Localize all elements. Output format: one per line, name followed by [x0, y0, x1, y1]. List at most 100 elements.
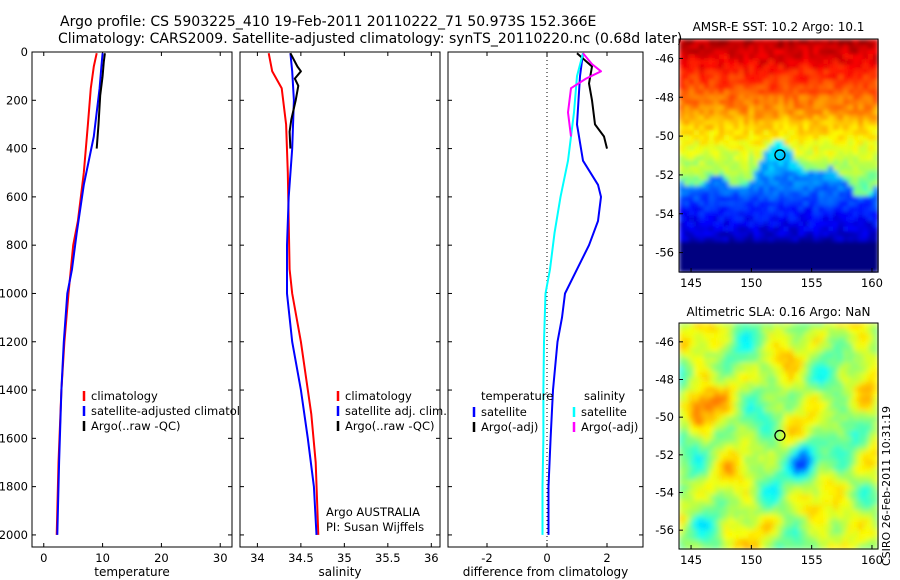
map-cell — [793, 155, 799, 162]
map-cell — [868, 337, 874, 344]
map-cell — [743, 411, 750, 417]
map-cell — [848, 416, 854, 422]
map-cell — [763, 140, 770, 146]
x-tick-label: 30 — [213, 551, 228, 565]
map-cell — [728, 362, 735, 368]
map-cell — [813, 64, 819, 70]
series-satellite-adj-clim- — [286, 53, 318, 535]
map-cell — [758, 49, 765, 55]
map-cell — [843, 64, 849, 70]
map-cell — [873, 180, 879, 187]
map-cell — [728, 524, 735, 530]
map-cell — [798, 99, 804, 106]
map-cell — [758, 524, 765, 530]
map-cell — [863, 59, 869, 65]
map-cell — [833, 327, 839, 334]
x-tick-label: 35 — [337, 551, 352, 565]
map-cell — [683, 74, 690, 81]
map-cell — [853, 421, 859, 427]
map-cell — [688, 145, 695, 152]
map-cell — [738, 226, 745, 233]
map-cell — [708, 534, 715, 540]
map-cell — [768, 109, 775, 116]
map-cell — [723, 241, 730, 248]
map-cell — [693, 470, 700, 476]
map-cell — [848, 84, 854, 91]
map-cell — [818, 450, 824, 457]
map-cell — [773, 185, 780, 192]
map-cell — [679, 170, 685, 177]
series-salinity-satellite — [541, 52, 584, 535]
legend-heading: temperature — [481, 389, 553, 403]
map-cell — [728, 539, 735, 545]
map-cell — [728, 109, 735, 116]
map-cell — [753, 256, 760, 263]
map-cell — [803, 372, 809, 378]
map-cell — [753, 377, 760, 383]
map-cell — [828, 544, 834, 550]
map-cell — [773, 480, 780, 486]
map-cell — [679, 514, 685, 521]
map-cell — [848, 125, 854, 131]
map-cell — [818, 79, 824, 86]
map-cell — [753, 120, 760, 126]
map-cell — [758, 362, 765, 368]
map-cell — [728, 44, 735, 50]
map-cell — [713, 231, 720, 238]
map-cell — [798, 165, 804, 172]
map-cell — [763, 180, 770, 187]
map-cell — [858, 499, 864, 506]
map-cell — [833, 362, 839, 368]
map-cell — [803, 165, 809, 172]
map-cell — [863, 323, 869, 329]
map-cell — [838, 84, 844, 91]
map-cell — [778, 59, 785, 65]
map-cell — [783, 155, 790, 162]
map-cell — [718, 226, 725, 233]
map-cell — [679, 332, 685, 339]
map-cell — [838, 155, 844, 162]
map-cell — [823, 231, 829, 238]
map-cell — [853, 246, 859, 253]
map-cell — [788, 261, 795, 268]
map-cell — [868, 411, 874, 417]
map-cell — [733, 104, 740, 111]
map-cell — [848, 519, 854, 526]
map-cell — [753, 44, 760, 50]
map-cell — [758, 416, 765, 422]
map-cell — [768, 534, 775, 540]
map-cell — [688, 367, 695, 373]
map-cell — [768, 206, 775, 212]
map-cell — [698, 170, 705, 177]
map-cell — [828, 465, 834, 471]
map-cell — [688, 150, 695, 157]
map-cell — [753, 352, 760, 358]
map-cell — [748, 150, 755, 157]
map-cell — [788, 323, 795, 329]
map-cell — [743, 84, 750, 91]
map-cell — [713, 426, 720, 432]
map-cell — [838, 426, 844, 432]
map-cell — [858, 391, 864, 398]
map-cell — [723, 150, 730, 157]
map-cell — [868, 499, 874, 506]
map-cell — [679, 190, 685, 197]
map-cell — [793, 509, 799, 516]
map-cell — [723, 529, 730, 535]
map-cell — [803, 251, 809, 258]
map-cell — [773, 241, 780, 248]
map-cell — [838, 337, 844, 344]
map-cell — [708, 401, 715, 408]
map-cell — [748, 125, 755, 131]
map-cell — [708, 465, 715, 471]
map-cell — [688, 231, 695, 238]
map-cell — [818, 196, 824, 202]
map-cell — [758, 352, 765, 358]
map-cell — [798, 236, 804, 243]
map-cell — [783, 465, 790, 471]
map-cell — [753, 539, 760, 545]
map-cell — [738, 494, 745, 501]
map-cell — [803, 534, 809, 540]
map-cell — [768, 216, 775, 222]
map-cell — [763, 431, 770, 437]
